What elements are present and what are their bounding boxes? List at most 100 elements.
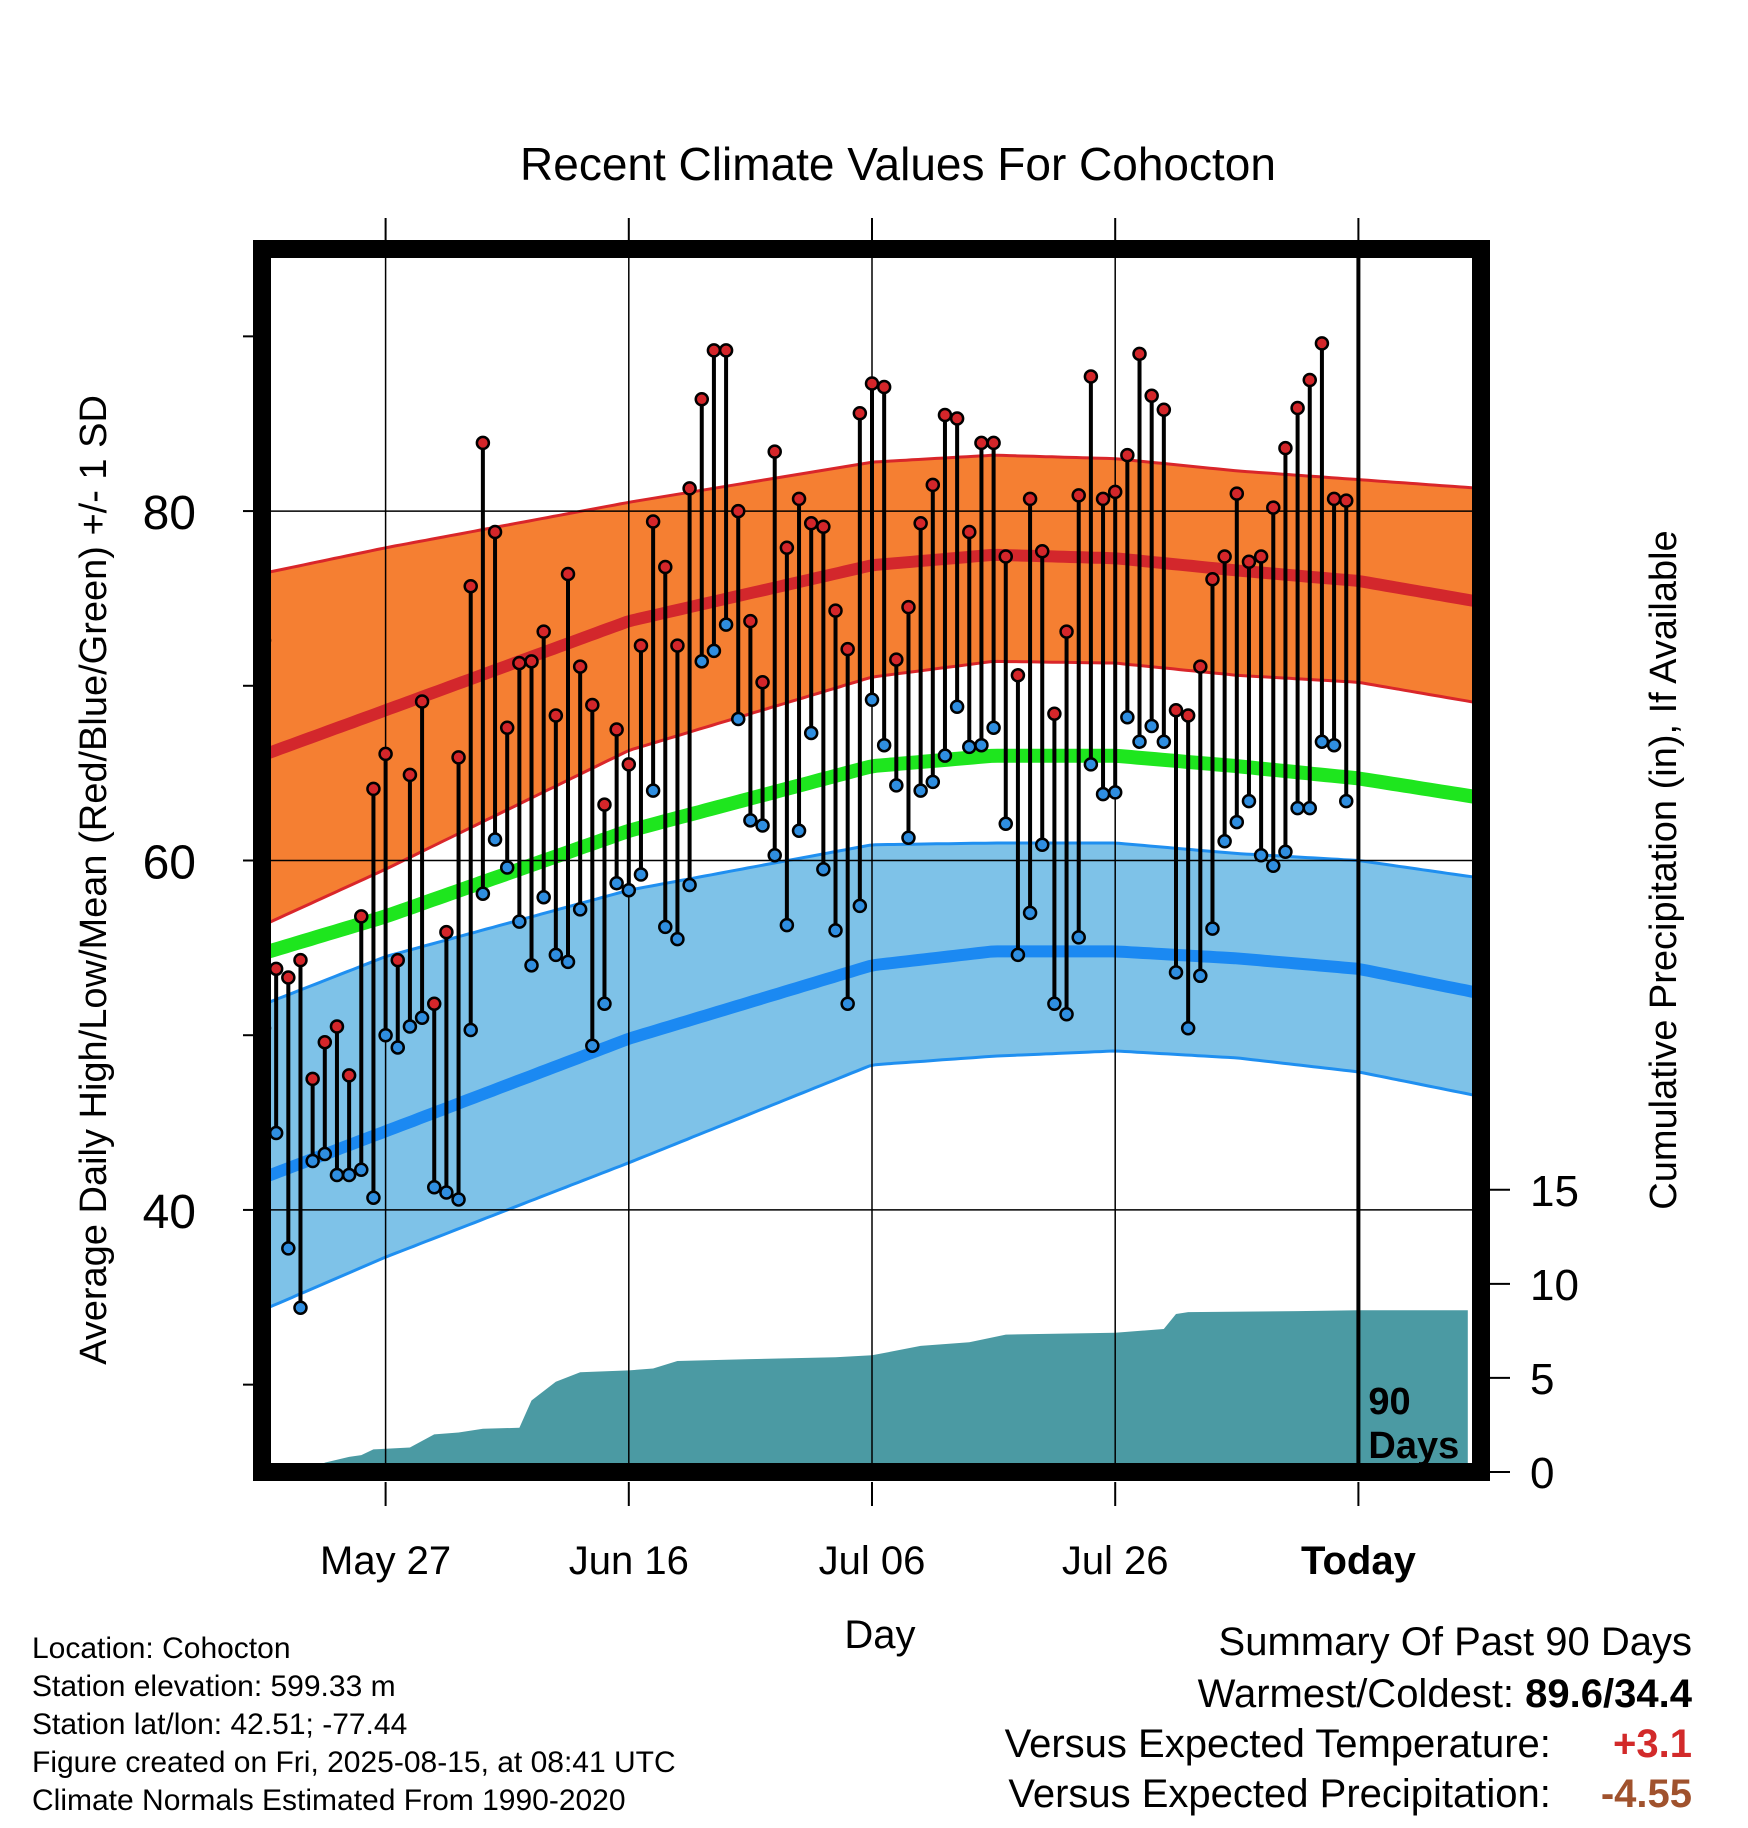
daily-high-point <box>1047 706 1062 721</box>
daily-low-point <box>378 1027 393 1043</box>
daily-low-point <box>402 1019 418 1034</box>
daily-low-point <box>426 1179 442 1195</box>
daily-high-point <box>341 1068 357 1083</box>
daily-low-point <box>1010 947 1026 963</box>
daily-high-point <box>718 343 734 358</box>
daily-low-point <box>317 1146 333 1162</box>
y-tick-label: 40 <box>143 1186 196 1239</box>
daily-high-point <box>1253 549 1269 564</box>
summary-warmest: Warmest/Coldest: 89.6/34.4 <box>1198 1672 1692 1717</box>
daily-high-point <box>426 996 442 1012</box>
daily-high-point <box>706 343 722 358</box>
daily-high-point <box>1217 549 1232 564</box>
precip-anomaly-label: Versus Expected Precipitation: <box>1008 1772 1551 1816</box>
daily-low-point <box>1059 1006 1074 1022</box>
daily-low-point <box>1095 786 1111 802</box>
normal-low-lower-edge <box>260 1049 1478 1312</box>
daily-high-point <box>645 514 661 529</box>
daily-low-point <box>536 889 551 905</box>
y2-tick-label: 10 <box>1530 1261 1579 1310</box>
daily-high-point <box>1071 488 1086 503</box>
precip-area <box>251 1310 1468 1472</box>
daily-low-point <box>803 725 819 741</box>
daily-low-point <box>341 1167 357 1183</box>
daily-low-point <box>937 748 953 763</box>
x-axis-label: Day <box>844 1613 915 1657</box>
station-info: Location: Cohocton Station elevation: 59… <box>32 1630 676 1820</box>
daily-low-point <box>706 643 722 659</box>
x-tick-label: May 27 <box>320 1539 451 1583</box>
daily-high-point <box>1156 402 1172 417</box>
daily-high-point <box>1132 346 1147 362</box>
daily-low-point <box>767 848 782 863</box>
x-tick-label: Jun 16 <box>569 1539 689 1583</box>
daily-high-point <box>487 524 503 540</box>
summary-title: Summary Of Past 90 Days <box>1218 1620 1692 1664</box>
daily-high-point <box>585 697 600 713</box>
daily-high-point <box>658 559 673 575</box>
daily-high-point <box>1083 369 1099 384</box>
y2-axis-label: Cumulative Precipitation (in), If Availa… <box>1643 530 1685 1209</box>
daily-low-point <box>281 1241 296 1256</box>
daily-high-point <box>281 970 296 985</box>
daily-low-point <box>1326 737 1342 753</box>
daily-high-point <box>439 924 454 940</box>
daily-low-point <box>390 1040 406 1055</box>
daily-high-point <box>366 781 381 797</box>
latlon-text: Station lat/lon: 42.51; -77.44 <box>32 1708 408 1741</box>
daily-high-point <box>743 613 758 629</box>
daily-high-point <box>499 720 515 735</box>
daily-high-point <box>974 435 989 451</box>
daily-low-point <box>1241 793 1257 809</box>
daily-low-point <box>1071 930 1086 945</box>
daily-high-point <box>986 435 1001 451</box>
daily-low-point <box>268 1125 284 1141</box>
daily-low-point <box>524 958 539 973</box>
daily-low-point <box>901 830 916 846</box>
temp-anomaly-label: Versus Expected Temperature: <box>1004 1722 1551 1766</box>
daily-low-point <box>913 783 928 798</box>
daily-low-point <box>439 1185 454 1200</box>
daily-high-point <box>402 767 418 783</box>
daily-high-point <box>1338 493 1354 508</box>
daily-high-point <box>791 491 807 507</box>
daily-low-point <box>1266 858 1281 873</box>
chart-title: Recent Climate Values For Cohocton <box>520 138 1276 190</box>
daily-high-point <box>633 638 649 653</box>
daily-high-point <box>998 549 1014 564</box>
daily-low-point <box>682 877 697 893</box>
daily-low-point <box>1022 905 1038 921</box>
daily-low-point <box>329 1167 345 1183</box>
daily-high-point <box>268 961 284 977</box>
daily-low-point <box>1107 785 1123 800</box>
daily-low-point <box>1205 921 1220 936</box>
daily-high-point <box>925 477 941 493</box>
y-tick-label: 80 <box>143 487 196 540</box>
daily-low-point <box>1144 718 1159 734</box>
daily-low-point <box>670 931 685 947</box>
daily-high-point <box>1059 624 1074 639</box>
location-text: Location: Cohocton <box>32 1632 291 1665</box>
daily-high-point <box>755 675 770 690</box>
daily-low-point <box>475 886 491 901</box>
daily-low-point <box>1132 734 1147 749</box>
normal-high-upper-edge <box>261 453 1478 576</box>
daily-low-point <box>1278 844 1293 860</box>
daily-high-point <box>524 654 539 669</box>
daily-low-point <box>949 699 965 715</box>
daily-high-point <box>317 1034 333 1050</box>
daily-low-point <box>414 1010 430 1025</box>
daily-low-point <box>816 861 831 877</box>
daily-high-point <box>572 659 588 674</box>
elevation-text: Station elevation: 599.33 m <box>32 1670 396 1703</box>
daily-high-point <box>475 435 491 451</box>
daily-low-point <box>293 1300 308 1316</box>
daily-low-point <box>645 783 661 798</box>
daily-low-point <box>658 919 673 935</box>
normals-text: Climate Normals Estimated From 1990-2020 <box>32 1784 626 1817</box>
daily-low-point <box>1314 734 1330 749</box>
daily-high-point <box>1302 372 1318 388</box>
daily-high-point <box>390 952 406 968</box>
daily-low-point <box>499 860 515 875</box>
daily-high-point <box>1266 500 1281 515</box>
